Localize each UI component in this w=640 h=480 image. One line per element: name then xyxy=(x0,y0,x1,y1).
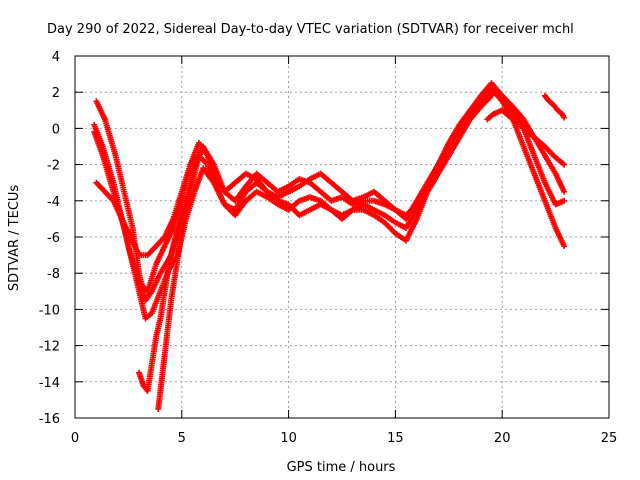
x-tick-label: 10 xyxy=(280,431,297,446)
y-tick-label: 2 xyxy=(52,86,60,101)
series-arc-7 xyxy=(484,107,568,168)
y-tick-label: 4 xyxy=(52,50,60,65)
x-tick-label: 0 xyxy=(71,431,79,446)
y-axis-label: SDTVAR / TECUs xyxy=(7,185,22,292)
data-point xyxy=(488,92,495,99)
x-axis-label: GPS time / hours xyxy=(287,460,396,475)
x-tick-label: 20 xyxy=(494,431,511,446)
data-point xyxy=(178,206,185,213)
axis-ticks xyxy=(74,55,610,419)
data-point xyxy=(561,188,568,195)
y-tick-labels: -16 -14 -12 -10 -8 -6 -4 -2 0 2 4 xyxy=(39,50,60,427)
data-marks xyxy=(91,80,568,412)
series-arc-8 xyxy=(541,92,568,121)
data-point xyxy=(561,197,568,204)
data-point xyxy=(198,147,205,154)
data-point xyxy=(561,243,568,250)
y-tick-label: -14 xyxy=(39,376,60,391)
y-tick-label: -6 xyxy=(47,231,60,246)
series-arc-4 xyxy=(93,92,495,259)
y-tick-label: -2 xyxy=(47,159,60,174)
series-arc-5 xyxy=(136,206,185,394)
chart-title: Day 290 of 2022, Sidereal Day-to-day VTE… xyxy=(47,22,574,37)
x-tick-label: 15 xyxy=(387,431,404,446)
y-tick-label: -4 xyxy=(47,195,60,210)
data-point xyxy=(561,114,568,121)
y-tick-label: -12 xyxy=(39,340,60,355)
data-point xyxy=(561,161,568,168)
series-arc-6 xyxy=(155,147,205,412)
x-tick-label: 5 xyxy=(178,431,186,446)
y-tick-label: 0 xyxy=(52,122,60,137)
y-tick-label: -16 xyxy=(39,412,60,427)
grid xyxy=(75,56,609,418)
x-tick-labels: 0 5 10 15 20 25 xyxy=(71,431,617,446)
y-tick-label: -10 xyxy=(39,303,60,318)
x-tick-label: 25 xyxy=(601,431,618,446)
y-tick-label: -8 xyxy=(47,267,60,282)
